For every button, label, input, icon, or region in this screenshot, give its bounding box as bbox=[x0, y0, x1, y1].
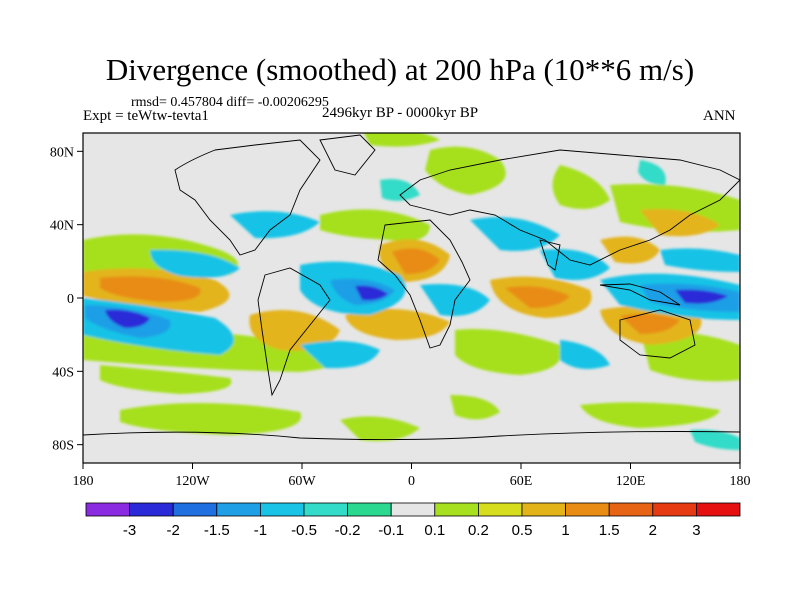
colorbar-label: -1 bbox=[254, 522, 267, 539]
stats-label: rmsd= 0.457804 diff= -0.00206295 bbox=[131, 95, 329, 110]
field-region bbox=[392, 248, 440, 275]
coastline-australia bbox=[619, 309, 696, 359]
colorbar-label: 1.5 bbox=[599, 522, 620, 539]
colorbar-swatch bbox=[303, 502, 348, 517]
field-region bbox=[249, 310, 340, 351]
page-title: Divergence (smoothed) at 200 hPa (10**6 … bbox=[105, 52, 695, 87]
coastline-maritime bbox=[599, 283, 681, 306]
field-region bbox=[425, 146, 506, 195]
field-region bbox=[505, 286, 570, 308]
field-region bbox=[450, 395, 500, 420]
colorbar-swatch bbox=[216, 502, 261, 517]
colorbar-swatch bbox=[434, 502, 479, 517]
field-region bbox=[552, 165, 610, 209]
field-region bbox=[364, 133, 440, 147]
field-region bbox=[470, 217, 560, 251]
field-region bbox=[690, 429, 740, 450]
lat-tick-label: 80S bbox=[52, 439, 74, 454]
colorbar-label: -0.2 bbox=[335, 522, 361, 539]
colorbar-swatch bbox=[390, 502, 436, 517]
coastline-south-america bbox=[257, 267, 331, 397]
colorbar-swatch bbox=[347, 502, 392, 517]
coastlines bbox=[83, 134, 740, 441]
lat-tick-label: 40N bbox=[50, 219, 74, 234]
field-region bbox=[320, 209, 430, 241]
colorbar-swatch bbox=[608, 502, 654, 517]
field-region bbox=[300, 341, 380, 369]
colorbar-label: 0.1 bbox=[424, 522, 445, 539]
colorbar-label: 0.5 bbox=[512, 522, 533, 539]
colorbar-swatch bbox=[85, 502, 130, 517]
colorbar-swatch bbox=[259, 502, 305, 517]
field-region bbox=[600, 236, 660, 264]
lon-tick-label: 180 bbox=[730, 474, 751, 489]
field-region bbox=[100, 276, 201, 302]
field-region bbox=[455, 329, 562, 375]
colorbar-swatch bbox=[696, 502, 741, 517]
lat-tick-label: 80N bbox=[50, 145, 74, 160]
field-region bbox=[380, 179, 420, 201]
colorbar-label: 0.2 bbox=[468, 522, 489, 539]
colorbar-swatch bbox=[521, 502, 566, 517]
coastline-india bbox=[539, 239, 561, 271]
lon-tick-label: 120E bbox=[616, 474, 646, 489]
colorbar-label: 3 bbox=[692, 522, 700, 539]
field-region bbox=[638, 160, 666, 185]
coastline-north-america bbox=[174, 139, 321, 256]
field-region bbox=[620, 313, 680, 334]
lat-tick-label: 40S bbox=[52, 365, 74, 380]
colorbar-label: -2 bbox=[167, 522, 180, 539]
field-region bbox=[230, 211, 320, 239]
colorbar-label: 1 bbox=[561, 522, 569, 539]
lon-tick-label: 120W bbox=[175, 474, 210, 489]
field-region bbox=[100, 365, 232, 394]
field-region bbox=[560, 340, 610, 369]
field-region bbox=[675, 289, 728, 304]
field-region bbox=[120, 402, 302, 435]
colorbar: -3 -2 -1.5 -1 -0.5 -0.2 -0.1 0.1 0.2 0.5 1 1.5 2 3 bbox=[85, 502, 741, 539]
coastline-europe-asia bbox=[399, 149, 740, 266]
coastline-antarctica bbox=[83, 431, 740, 441]
field-region bbox=[105, 309, 150, 328]
coastline-africa bbox=[377, 219, 471, 349]
colorbar-label: -0.5 bbox=[291, 522, 317, 539]
field-region bbox=[660, 248, 740, 272]
colorbar-swatch bbox=[652, 502, 697, 517]
coastline-greenland bbox=[319, 134, 376, 176]
colorbar-swatch bbox=[129, 502, 174, 517]
field-region bbox=[150, 249, 240, 278]
colorbar-swatch bbox=[477, 502, 523, 517]
colorbar-label: -3 bbox=[123, 522, 136, 539]
experiment-label: Expt = teWtw-tevta1 bbox=[83, 108, 209, 124]
season-label: ANN bbox=[703, 108, 736, 124]
lon-tick-label: 60E bbox=[510, 474, 533, 489]
lat-tick-label: 0 bbox=[67, 292, 74, 307]
period-label: 2496kyr BP - 0000kyr BP bbox=[322, 105, 479, 121]
field-region bbox=[580, 402, 720, 428]
field-region bbox=[340, 416, 420, 442]
lon-tick-label: 60W bbox=[288, 474, 316, 489]
map-axes: 80N 40N 0 40S 80S 180 120W 60W 0 60E 120E 180 bbox=[50, 145, 751, 489]
colorbar-swatch bbox=[565, 502, 610, 517]
colorbar-label: 2 bbox=[649, 522, 657, 539]
colorbar-label: -1.5 bbox=[204, 522, 230, 539]
field-region bbox=[345, 308, 450, 340]
colorbar-swatch bbox=[172, 502, 218, 517]
field-region bbox=[355, 285, 388, 301]
colorbar-label: -0.1 bbox=[378, 522, 404, 539]
lon-tick-label: 0 bbox=[408, 474, 415, 489]
lon-tick-label: 180 bbox=[73, 474, 94, 489]
